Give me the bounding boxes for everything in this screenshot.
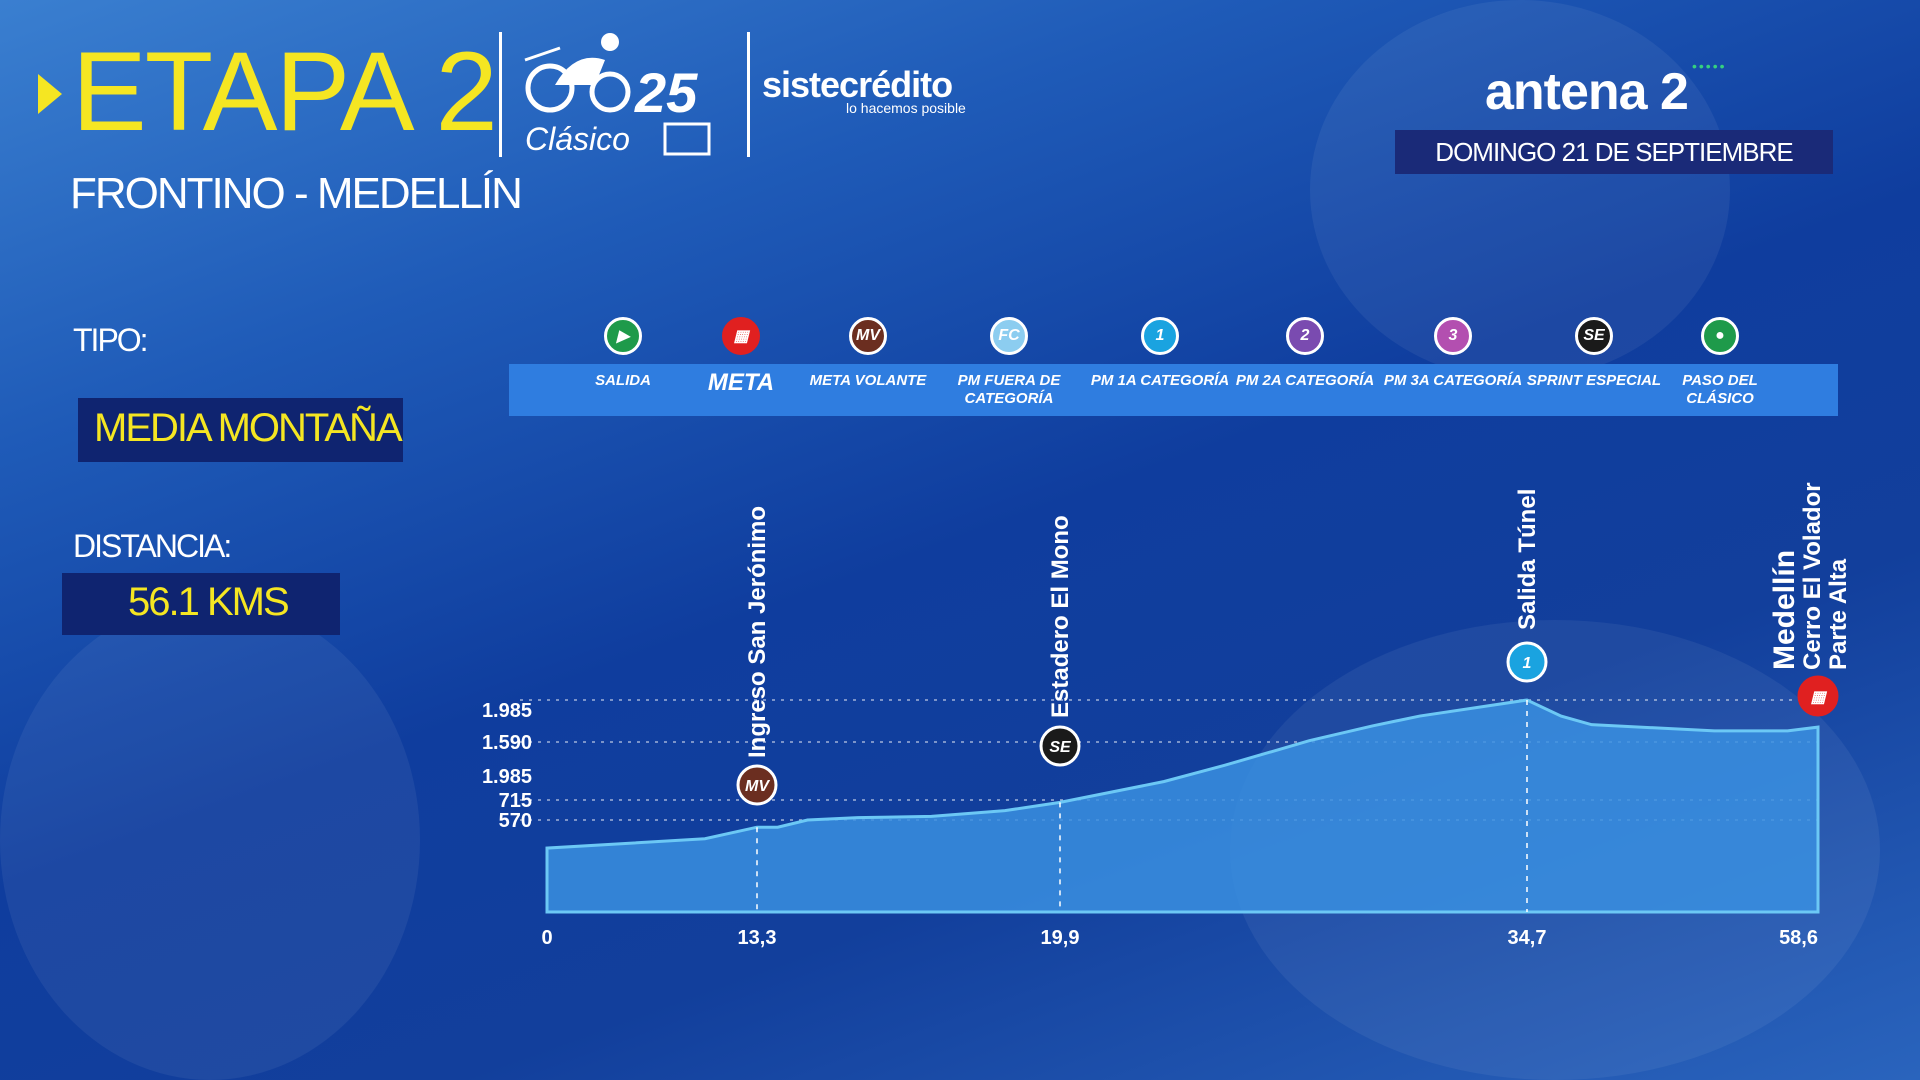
marker-▦-icon: [1797, 675, 1839, 717]
marker-glyph: ▦: [1810, 689, 1827, 706]
distance-value: 56.1 KMS: [128, 580, 290, 624]
legend-label: PM 3A CATEGORÍA: [1383, 372, 1523, 389]
circle-icon: ●: [1701, 317, 1739, 355]
legend-label: PM FUERA DE CATEGORÍA: [957, 372, 1061, 407]
svg-text:Clásico: Clásico: [525, 121, 630, 157]
distance-label: DISTANCIA:: [73, 528, 232, 564]
legend-label: PM 1A CATEGORÍA: [1090, 372, 1230, 389]
marker-glyph: MV: [745, 778, 770, 795]
x-tick-label: 0: [541, 927, 552, 949]
type-label: TIPO:: [73, 322, 149, 358]
legend-label: META VOLANTE: [809, 372, 927, 389]
stage-route: FRONTINO - MEDELLÍN: [70, 169, 523, 218]
mountain-1-icon: 1: [1141, 317, 1179, 355]
se-icon: SE: [1575, 317, 1613, 355]
broadcaster-dots-icon: •••••: [1692, 58, 1727, 74]
svg-text:25: 25: [634, 61, 698, 124]
type-box: [78, 398, 403, 462]
legend-bar: [509, 364, 1838, 416]
bg-circle: [1310, 0, 1730, 380]
mountain-2-icon: 2: [1286, 317, 1324, 355]
mountain-3-icon: 3: [1434, 317, 1472, 355]
y-tick-label: 1.985: [482, 700, 532, 722]
marker-glyph: 1: [1523, 655, 1532, 672]
place-label: Ingreso San Jerónimo: [744, 506, 771, 758]
legend-label: META: [707, 369, 775, 396]
date-banner: DOMINGO 21 DE SEPTIEMBRE: [1395, 130, 1833, 174]
legend-label: SPRINT ESPECIAL: [1526, 372, 1662, 389]
place-label: Cerro El Volador: [1799, 482, 1826, 670]
mv-icon: MV: [849, 317, 887, 355]
broadcaster-logo: antena 2: [1485, 63, 1689, 121]
marker-MV-icon: [736, 764, 778, 806]
checkered-flag-icon: ▦: [722, 317, 760, 355]
type-value: MEDIA MONTAÑA: [94, 406, 403, 450]
place-label: Parte Alta: [1825, 558, 1852, 670]
place-label: Salida Túnel: [1514, 489, 1541, 630]
x-tick-label: 13,3: [738, 927, 777, 949]
stage-title: ETAPA 2: [72, 29, 498, 154]
marker-glyph: SE: [1049, 739, 1072, 756]
x-tick-label: 34,7: [1508, 927, 1547, 949]
y-tick-label: 1.590: [482, 732, 532, 754]
divider: [747, 32, 750, 157]
y-tick-label: 570: [499, 810, 532, 832]
divider: [499, 32, 502, 157]
marker-SE-icon: [1039, 725, 1081, 767]
clasico-rcn-logo: 25 Clásico: [515, 30, 735, 160]
sponsor-logo: sistecrédito: [762, 64, 953, 105]
bg-circle: [0, 600, 420, 1080]
distance-box: [62, 573, 340, 635]
fc-icon: FC: [990, 317, 1028, 355]
sponsor-tagline: lo hacemos posible: [846, 100, 966, 116]
x-tick-label: 19,9: [1041, 927, 1080, 949]
play-icon: ▶: [604, 317, 642, 355]
title-arrow-icon: [38, 74, 62, 114]
y-tick-label: 1.985: [482, 766, 532, 788]
y-tick-label: 715: [499, 790, 532, 812]
legend-label: SALIDA: [595, 372, 651, 389]
legend-label: PASO DEL CLÁSICO: [1682, 372, 1758, 407]
elevation-area: [545, 698, 1820, 914]
marker-1-icon: [1506, 641, 1548, 683]
place-label: Estadero El Mono: [1047, 515, 1074, 718]
place-label: Medellín: [1768, 550, 1801, 670]
x-tick-label: 58,6: [1779, 927, 1818, 949]
legend-label: PM 2A CATEGORÍA: [1235, 372, 1375, 389]
